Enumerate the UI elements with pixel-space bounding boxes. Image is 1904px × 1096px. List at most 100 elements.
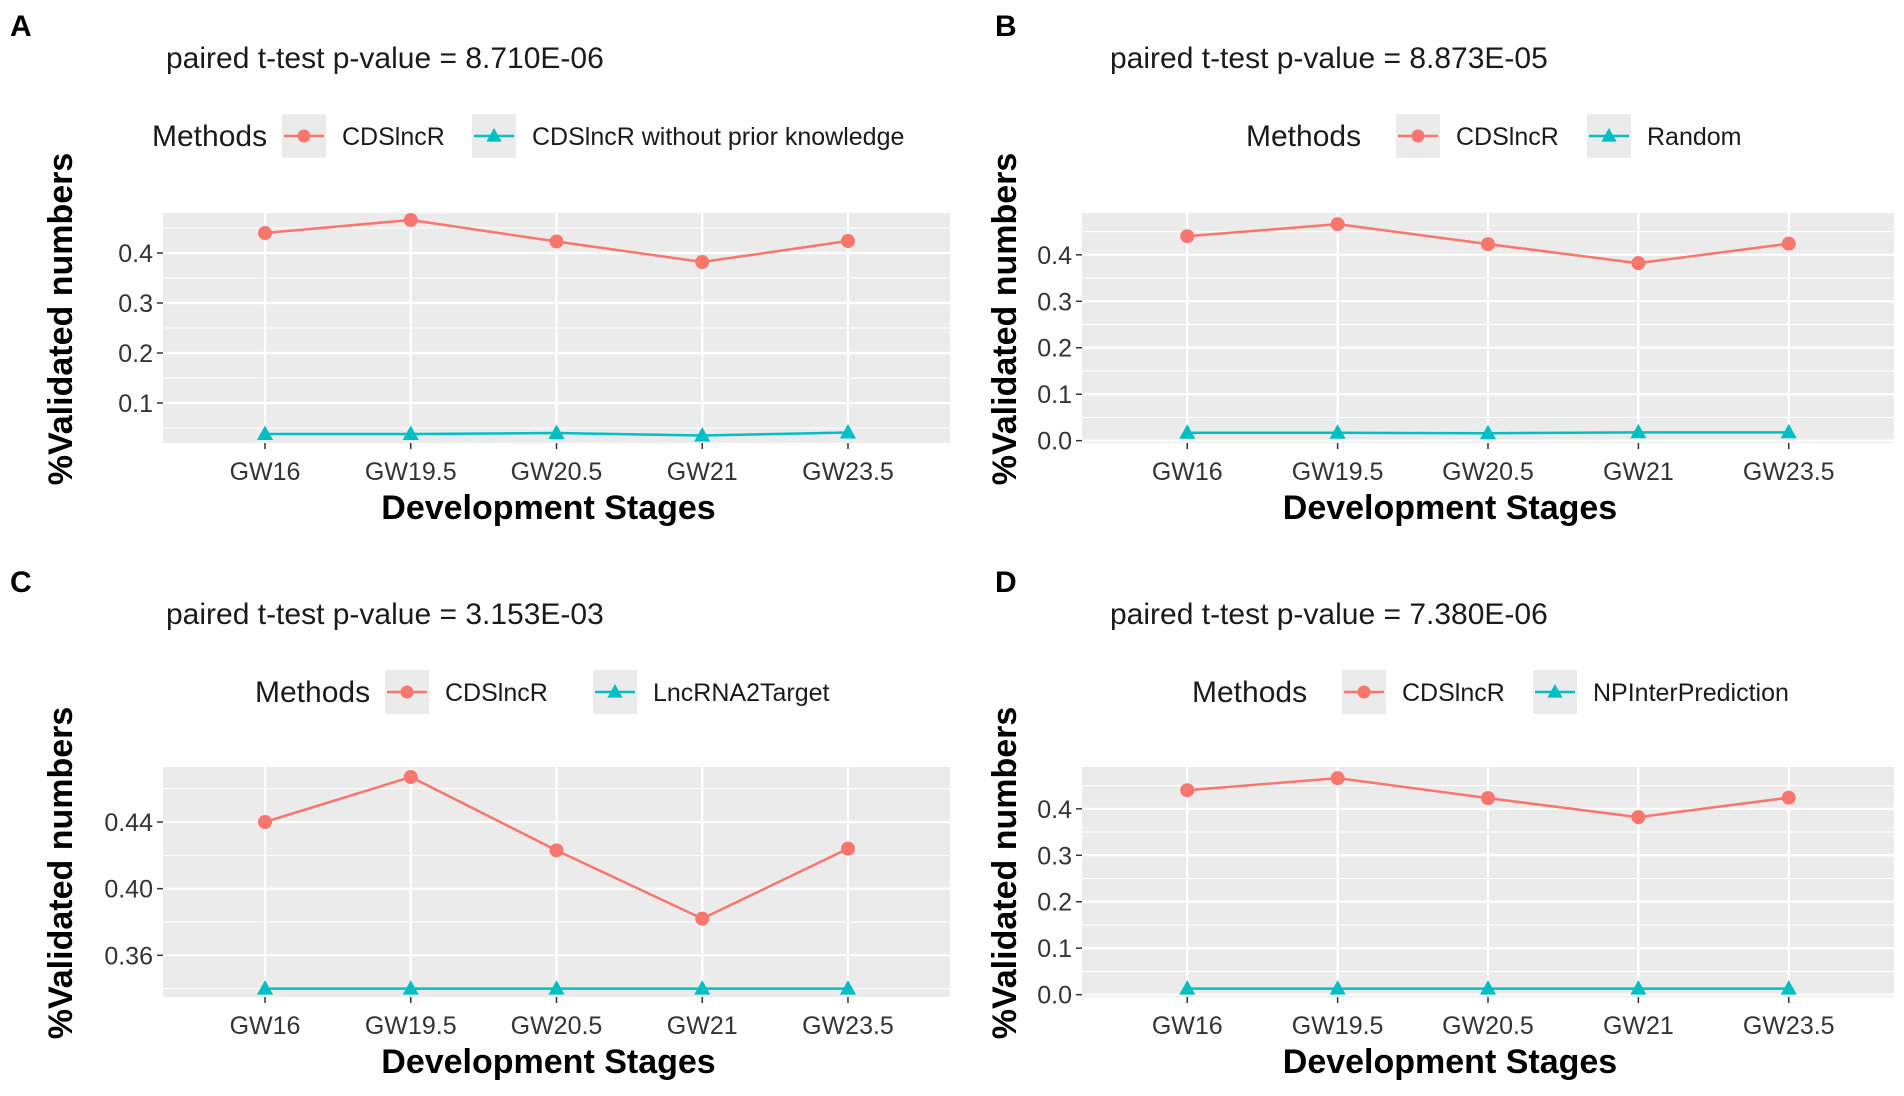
data-point bbox=[1180, 783, 1195, 798]
y-tick-label: 0.1 bbox=[1037, 381, 1072, 409]
data-point bbox=[549, 843, 564, 858]
x-tick-label: GW19.5 bbox=[1292, 458, 1384, 486]
data-point bbox=[1329, 980, 1346, 995]
data-point bbox=[1781, 236, 1796, 251]
x-tick-label: GW20.5 bbox=[511, 1012, 603, 1040]
x-tick-label: GW19.5 bbox=[1292, 1012, 1384, 1040]
x-tick-label: GW20.5 bbox=[511, 458, 603, 486]
legend-key-triangle bbox=[486, 128, 502, 142]
series-primary bbox=[258, 213, 855, 269]
legend-label: CDSlncR bbox=[342, 123, 445, 151]
x-tick-label: GW23.5 bbox=[802, 458, 894, 486]
x-axis-title: Development Stages bbox=[381, 489, 715, 527]
y-tick-label: 0.44 bbox=[104, 809, 153, 837]
y-axis-title: %Validated numbers bbox=[986, 153, 1024, 486]
data-point bbox=[840, 841, 855, 856]
data-point bbox=[839, 980, 857, 995]
y-tick-label: 0.3 bbox=[118, 290, 153, 318]
legend-title: Methods bbox=[1246, 120, 1361, 153]
legend-label: CDSlncR without prior knowledge bbox=[532, 123, 904, 151]
chart-title: paired t-test p-value = 8.710E-06 bbox=[166, 42, 604, 75]
y-axis-title: %Validated numbers bbox=[986, 707, 1024, 1040]
data-point bbox=[1329, 424, 1346, 439]
y-axis-title: %Validated numbers bbox=[42, 707, 80, 1040]
y-tick-label: 0.1 bbox=[1037, 935, 1072, 963]
series-primary bbox=[1180, 771, 1796, 825]
x-axis-title: Development Stages bbox=[1283, 1043, 1617, 1081]
legend-key-circle bbox=[400, 685, 414, 699]
y-tick-label: 0.4 bbox=[1037, 242, 1072, 270]
data-point bbox=[1630, 980, 1647, 995]
series-secondary bbox=[1179, 980, 1797, 995]
x-axis-title: Development Stages bbox=[381, 1043, 715, 1081]
y-tick-label: 0.0 bbox=[1037, 982, 1072, 1010]
data-point bbox=[258, 815, 273, 829]
data-point bbox=[548, 980, 565, 995]
y-tick-label: 0.2 bbox=[1037, 889, 1072, 917]
data-point bbox=[1780, 423, 1797, 439]
data-point bbox=[1631, 256, 1646, 271]
x-axis-title: Development Stages bbox=[1283, 489, 1617, 527]
legend-label: Random bbox=[1647, 123, 1742, 151]
y-tick-label: 0.0 bbox=[1037, 428, 1072, 456]
x-tick-label: GW23.5 bbox=[1743, 1012, 1835, 1040]
legend: Methods CDSlncR CDSlncR without prior know… bbox=[152, 114, 904, 158]
legend-label: NPInterPrediction bbox=[1593, 679, 1789, 707]
data-point bbox=[403, 213, 418, 227]
data-point bbox=[694, 980, 711, 995]
x-tick-label: GW21 bbox=[1603, 1012, 1674, 1040]
data-point bbox=[1630, 423, 1647, 439]
data-point bbox=[403, 770, 418, 784]
x-tick-label: GW16 bbox=[230, 1012, 301, 1040]
legend-title: Methods bbox=[152, 120, 267, 153]
data-point bbox=[1330, 771, 1345, 786]
x-tick-label: GW19.5 bbox=[365, 458, 457, 486]
data-point bbox=[402, 980, 419, 995]
series-primary bbox=[258, 770, 855, 926]
legend-key-circle bbox=[1357, 685, 1371, 699]
legend-label: CDSlncR bbox=[445, 679, 548, 707]
y-axis-title: %Validated numbers bbox=[42, 153, 80, 486]
chart-title: paired t-test p-value = 8.873E-05 bbox=[1110, 42, 1548, 75]
data-point bbox=[1179, 424, 1196, 439]
data-point bbox=[548, 424, 565, 439]
data-point bbox=[256, 425, 274, 440]
legend-label: LncRNA2Target bbox=[653, 679, 830, 707]
y-tick-label: 0.40 bbox=[104, 876, 153, 904]
data-point bbox=[839, 424, 857, 439]
data-point bbox=[258, 226, 273, 240]
x-tick-label: GW20.5 bbox=[1442, 458, 1534, 486]
data-point bbox=[840, 234, 855, 248]
x-tick-label: GW23.5 bbox=[1743, 458, 1835, 486]
legend-key-triangle bbox=[1601, 128, 1617, 142]
x-tick-label: GW21 bbox=[667, 1012, 738, 1040]
y-tick-label: 0.2 bbox=[118, 340, 153, 368]
series-secondary bbox=[1179, 423, 1797, 440]
plot-area bbox=[163, 213, 950, 443]
chart-title: paired t-test p-value = 7.380E-06 bbox=[1110, 598, 1548, 631]
legend-label: CDSlncR bbox=[1402, 679, 1505, 707]
legend: Methods CDSlncR Random bbox=[1246, 114, 1742, 158]
x-tick-label: GW16 bbox=[1152, 1012, 1223, 1040]
x-tick-label: GW20.5 bbox=[1442, 1012, 1534, 1040]
data-point bbox=[1481, 237, 1495, 252]
x-tick-label: GW21 bbox=[667, 458, 738, 486]
legend-title: Methods bbox=[255, 676, 370, 709]
chart-title: paired t-test p-value = 3.153E-03 bbox=[166, 598, 604, 631]
data-point bbox=[1479, 980, 1497, 995]
panel-label: C bbox=[10, 566, 32, 599]
data-point bbox=[402, 425, 419, 440]
y-tick-label: 0.4 bbox=[118, 240, 153, 268]
legend-title: Methods bbox=[1192, 676, 1307, 709]
data-point bbox=[1180, 229, 1195, 244]
data-point bbox=[1631, 810, 1646, 825]
legend-key-triangle bbox=[1547, 684, 1563, 698]
data-point bbox=[1479, 424, 1497, 440]
legend-label: CDSlncR bbox=[1456, 123, 1559, 151]
legend: Methods CDSlncR NPInterPrediction bbox=[1192, 670, 1789, 714]
data-point bbox=[695, 911, 710, 926]
